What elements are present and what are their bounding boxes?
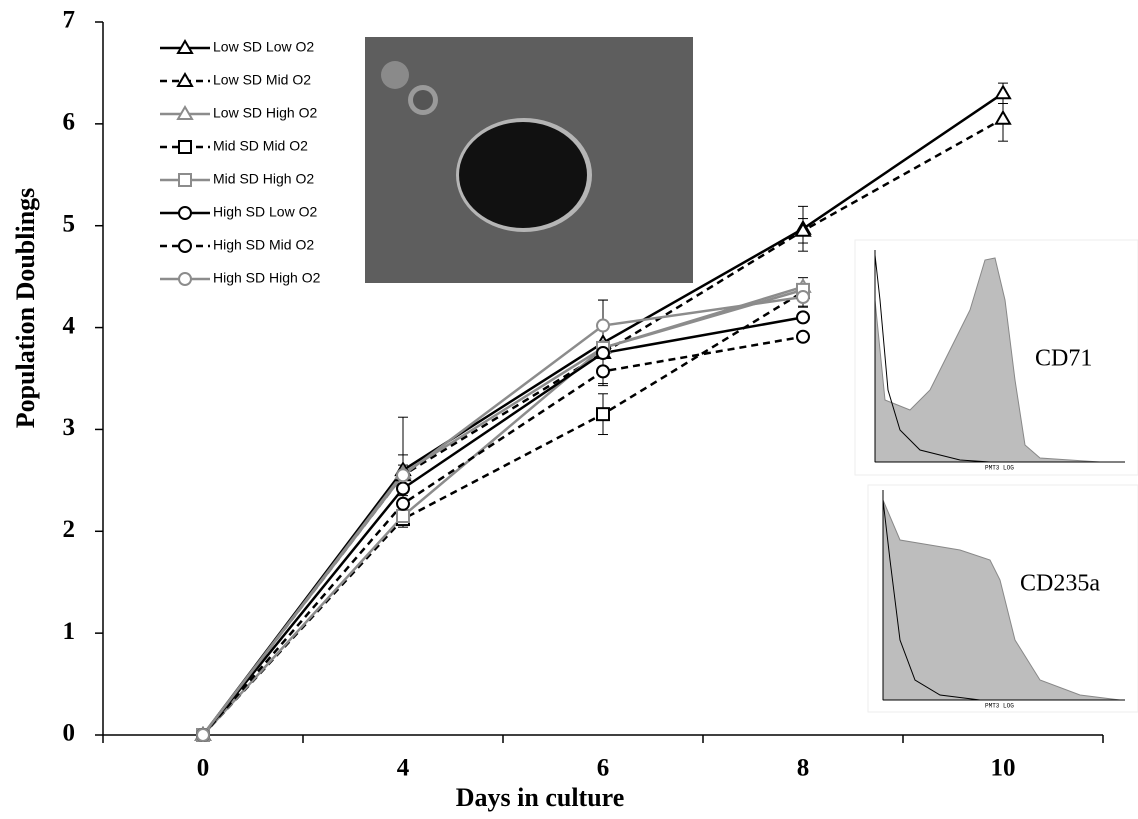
x-tick-label: 8 <box>797 755 810 782</box>
legend-marker <box>176 72 194 87</box>
y-tick-label: 5 <box>63 210 76 237</box>
point <box>396 496 410 511</box>
series-line <box>202 288 804 736</box>
y-tick-label: 0 <box>63 720 76 747</box>
legend-label: High SD High O2 <box>213 270 321 286</box>
series-line <box>202 295 804 736</box>
x-tick-label: 0 <box>197 755 210 782</box>
point <box>796 290 810 305</box>
point <box>596 346 610 361</box>
y-tick-label: 7 <box>63 7 76 34</box>
legend-marker <box>178 140 192 154</box>
legend-label: Low SD High O2 <box>213 105 317 121</box>
photo-inset <box>365 37 693 283</box>
legend-label: Low SD Mid O2 <box>213 72 311 88</box>
point <box>396 468 410 483</box>
series-line <box>202 290 804 736</box>
point <box>596 407 610 422</box>
point <box>794 221 812 237</box>
point <box>796 329 810 344</box>
legend-label: Low SD Low O2 <box>213 39 314 55</box>
legend-label: Mid SD High O2 <box>213 171 314 187</box>
legend-label: High SD Low O2 <box>213 204 317 220</box>
x-tick-label: 10 <box>991 755 1016 782</box>
x-tick-label: 4 <box>397 755 410 782</box>
inset-label: CD71 <box>1035 346 1092 372</box>
y-tick-label: 4 <box>63 312 76 339</box>
point <box>596 318 610 333</box>
x-axis-title: Days in culture <box>456 783 625 812</box>
point <box>796 310 810 325</box>
series-line <box>202 316 804 736</box>
y-axis-title: Population Doublings <box>11 188 40 429</box>
inset-label: CD235a <box>1020 571 1100 597</box>
legend-marker <box>176 39 194 54</box>
point <box>196 728 210 742</box>
y-tick-label: 1 <box>63 618 76 645</box>
legend-marker <box>178 272 192 286</box>
y-tick-label: 6 <box>63 109 76 136</box>
legend-marker <box>176 105 194 120</box>
series-line <box>202 285 804 736</box>
point <box>396 509 410 524</box>
histogram-inset <box>854 239 1138 713</box>
legend-label: Mid SD Mid O2 <box>213 138 308 154</box>
y-tick-label: 3 <box>63 414 76 441</box>
legend-marker <box>178 173 192 187</box>
legend-label: High SD Mid O2 <box>213 237 314 253</box>
x-tick-label: 6 <box>597 755 610 782</box>
legend-marker <box>178 206 192 220</box>
point <box>396 481 410 496</box>
point <box>994 84 1012 100</box>
inset-axis-label: PMT3 LOG <box>985 465 1014 472</box>
series-line <box>202 335 804 736</box>
legend-marker <box>178 239 192 253</box>
y-tick-label: 2 <box>63 516 76 543</box>
point <box>596 364 610 379</box>
inset-axis-label: PMT3 LOG <box>985 703 1014 710</box>
point <box>994 109 1012 125</box>
